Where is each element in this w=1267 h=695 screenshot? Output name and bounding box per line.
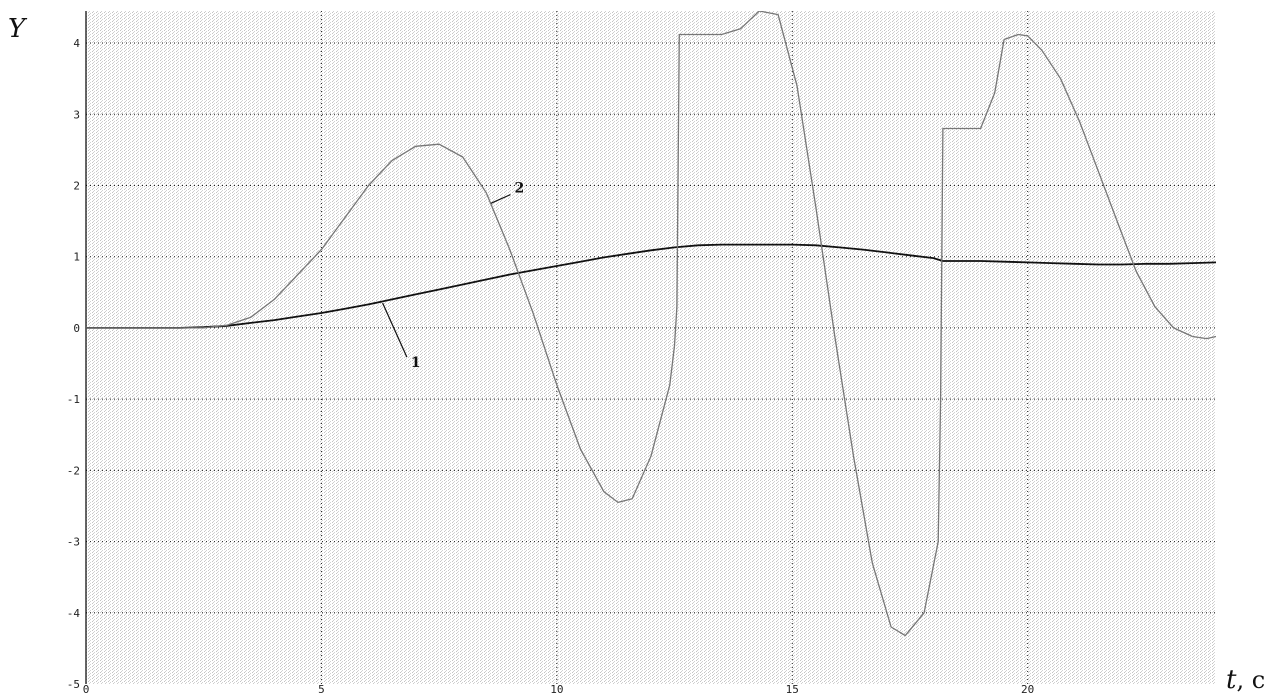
x-axis-variable: t [1226, 665, 1237, 695]
y-tick-label: 4 [73, 37, 80, 50]
x-tick-label: 10 [550, 683, 563, 695]
x-tick-label: 0 [83, 683, 90, 695]
series-group [86, 11, 1216, 637]
y-tick-label: 2 [73, 179, 80, 192]
y-tick-label: -1 [67, 393, 80, 406]
y-tick-label: 0 [73, 322, 80, 335]
x-tick-label: 5 [318, 683, 325, 695]
label-leader-2 [490, 194, 511, 204]
curve-label-2: 2 [514, 181, 524, 197]
x-axis-label: t, c [1226, 665, 1265, 695]
y-tick-label: -4 [67, 607, 81, 620]
y-tick-label: 1 [73, 251, 80, 264]
series-line-1 [86, 243, 1216, 329]
x-tick-label: 20 [1021, 683, 1034, 695]
series-line-2 [86, 11, 1216, 637]
plot-background [86, 11, 1216, 684]
x-tick-label: 15 [786, 683, 799, 695]
x-axis-unit: , c [1236, 666, 1265, 694]
y-tick-label: 3 [73, 108, 80, 121]
y-tick-label: -5 [67, 678, 80, 691]
y-tick-label: -2 [67, 464, 80, 477]
y-axis-label: Y [8, 14, 28, 44]
y-tick-label: -3 [67, 536, 80, 549]
label-leader-1 [382, 302, 408, 358]
curve-label-1: 1 [411, 355, 421, 371]
grid [85, 11, 1216, 684]
curve-labels: 12 [382, 181, 524, 371]
